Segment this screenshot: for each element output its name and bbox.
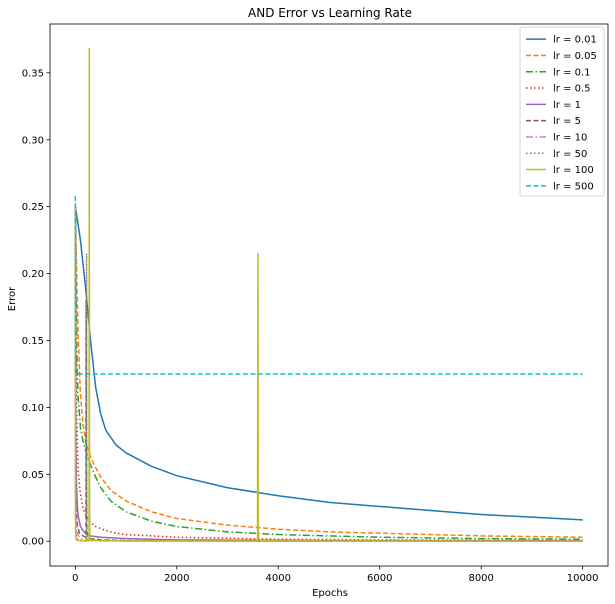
legend-label-6: lr = 10 <box>553 132 587 143</box>
x-axis-label: Epochs <box>312 588 348 599</box>
legend: lr = 0.01 lr = 0.05 lr = 0.1 lr = 0.5 lr = 1… <box>519 26 605 197</box>
x-tick-label: 4000 <box>266 573 291 584</box>
series-layer <box>74 48 583 542</box>
y-tick-label: 0.30 <box>22 135 44 146</box>
y-axis-label: Error <box>7 286 18 311</box>
x-tick-label: 0 <box>72 573 78 584</box>
legend-label-7: lr = 50 <box>553 149 587 160</box>
series-line-1 <box>74 206 583 538</box>
legend-label-3: lr = 0.5 <box>553 84 591 95</box>
series-line-0 <box>74 206 583 521</box>
plot-area <box>49 23 609 567</box>
x-tick-label: 8000 <box>468 573 493 584</box>
x-tick-label: 2000 <box>164 573 189 584</box>
y-tick-label: 0.20 <box>22 269 44 280</box>
legend-label-1: lr = 0.05 <box>553 51 597 62</box>
legend-label-4: lr = 1 <box>553 100 581 111</box>
y-tick-label: 0.25 <box>22 202 44 213</box>
y-tick-label: 0.35 <box>22 68 44 79</box>
x-tick-label: 10000 <box>567 573 599 584</box>
legend-frame <box>519 26 605 197</box>
legend-label-9: lr = 500 <box>553 181 594 192</box>
y-tick-label: 0.05 <box>22 470 44 481</box>
y-tick-label: 0.10 <box>22 403 44 414</box>
y-tick-label: 0.00 <box>22 537 44 548</box>
series-line-9 <box>74 195 583 375</box>
series-line-3 <box>74 206 583 542</box>
legend-label-5: lr = 5 <box>553 116 581 127</box>
y-tick-label: 0.15 <box>22 336 44 347</box>
legend-label-0: lr = 0.01 <box>553 35 597 46</box>
x-tick-label: 6000 <box>367 573 392 584</box>
legend-label-2: lr = 0.1 <box>553 67 591 78</box>
axis-ticks: 0 2000 4000 6000 8000 10000 0.00 0.05 0.10 0.15 0.… <box>22 68 599 584</box>
chart-title: AND Error vs Learning Rate <box>248 6 412 20</box>
legend-label-8: lr = 100 <box>553 165 594 176</box>
series-line-8 <box>74 48 583 542</box>
series-line-2 <box>74 206 583 540</box>
